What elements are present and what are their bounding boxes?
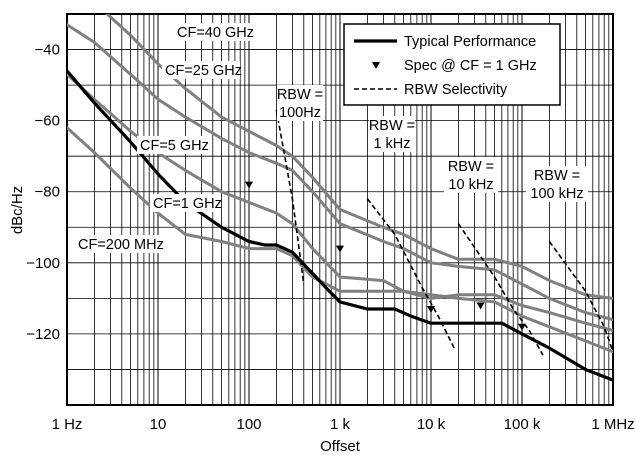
series-line-typical-performance	[67, 69, 613, 382]
annotation-bg	[444, 157, 498, 193]
spec-marker	[476, 302, 485, 310]
annotation-bg	[526, 166, 588, 202]
annotation-rbw100: 100Hz	[279, 105, 321, 121]
annotation-bg	[137, 136, 207, 154]
grid	[66, 13, 614, 406]
series-line-cf-25-ghz	[67, 23, 613, 322]
annotation-bg	[162, 61, 240, 79]
series-line-rbw-100-khz	[548, 241, 613, 352]
spec-marker	[245, 181, 253, 189]
annotation-rbw10k: RBW =	[448, 159, 494, 175]
annotation-cf40: CF=40 GHz	[177, 25, 254, 41]
series-group	[67, 14, 613, 382]
annotation-bg	[75, 235, 161, 253]
x-axis-title: Offset	[320, 438, 361, 455]
legend-label: Spec @ CF = 1 GHz	[404, 58, 537, 74]
legend-label: RBW Selectivity	[404, 82, 508, 98]
series-line-cf-1-ghz	[67, 126, 613, 332]
y-tick-label: −120	[26, 326, 60, 343]
series-line-rbw-10-khz	[457, 223, 544, 356]
y-tick-label: −100	[26, 255, 60, 272]
series-line-rbw-100hz	[275, 109, 305, 285]
annotation-rbw100k: 100 kHz	[530, 186, 583, 202]
annotation-cf5: CF=5 GHz	[140, 138, 209, 154]
legend-box	[343, 23, 561, 106]
y-tick-label: −40	[35, 42, 60, 59]
legend-swatch-triangle	[372, 62, 380, 69]
annotation-rbw1k: RBW =	[369, 118, 415, 134]
annotation-rbw100k: RBW =	[534, 168, 580, 184]
x-tick-label: 10 k	[417, 416, 446, 433]
y-axis-title: dBc/Hz	[9, 186, 26, 234]
x-tick-label: 1 k	[330, 416, 351, 433]
annotation-rbw100: RBW =	[277, 87, 323, 103]
annotation-rbw1k: 1 kHz	[373, 136, 410, 152]
annotation-rbw10k: 10 kHz	[448, 177, 493, 193]
spec-markers	[245, 181, 526, 331]
series-line-cf-40-ghz	[104, 14, 613, 300]
spec-marker	[518, 323, 526, 331]
annotation-bg	[369, 116, 415, 152]
y-tick-label: −60	[35, 113, 60, 130]
annotation-cf1: CF=1 GHz	[153, 196, 222, 212]
y-tick-label: −80	[35, 184, 60, 201]
x-tick-label: 1 Hz	[52, 416, 83, 433]
legend: Typical Performance Spec @ CF = 1 GHz RBW …	[343, 23, 561, 106]
annotations: CF=40 GHz CF=25 GHz CF=5 GHz CF=1 GHz CF=200…	[75, 23, 588, 253]
spec-marker	[336, 245, 344, 253]
x-tick-label: 1 MHz	[591, 416, 634, 433]
series-line-rbw-1-khz	[366, 198, 455, 349]
x-tick-label: 100 k	[504, 416, 541, 433]
plot-frame	[66, 13, 614, 406]
legend-label: Typical Performance	[404, 34, 536, 50]
annotation-bg	[277, 85, 323, 121]
annotation-bg	[174, 23, 252, 41]
x-tick-label: 10	[150, 416, 167, 433]
spec-marker	[427, 306, 435, 314]
annotation-cf200: CF=200 MHz	[78, 237, 164, 253]
annotation-cf25: CF=25 GHz	[165, 63, 242, 79]
x-tick-label: 100	[236, 416, 261, 433]
annotation-bg	[150, 194, 220, 212]
